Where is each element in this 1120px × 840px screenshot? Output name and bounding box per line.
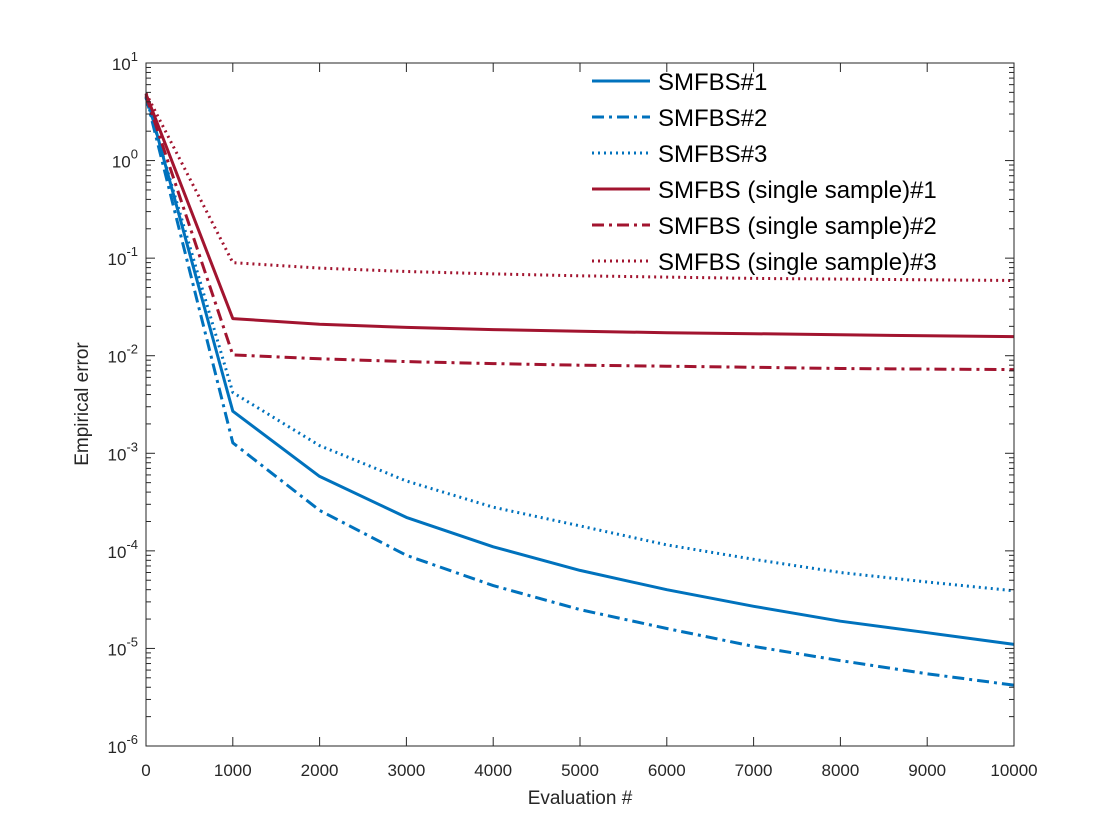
legend-label-3: SMFBS#3 [658,141,767,168]
legend: SMFBS#1 SMFBS#2 SMFBS#3 SMFBS (single sampl… [592,69,937,276]
y-tick-label: 10-6 [108,732,138,757]
y-tick-label: 10-4 [108,537,138,562]
x-tick-label: 7000 [735,761,773,780]
x-tick-label: 6000 [648,761,686,780]
x-axis-label: Evaluation # [528,788,633,809]
x-tick-label: 3000 [387,761,425,780]
y-axis-label: Empirical error [72,342,93,466]
series-layer [144,92,1015,687]
y-tick-label: 10-5 [108,634,138,659]
series-line-2 [144,96,1015,687]
series-line-1 [144,93,1015,646]
x-tick-label: 8000 [821,761,859,780]
y-tick-label: 100 [112,147,138,172]
x-tick-label: 5000 [561,761,599,780]
legend-label-2: SMFBS#2 [658,105,767,132]
y-tick-label: 101 [112,49,138,74]
x-tick-label: 9000 [908,761,946,780]
x-tick-label: 2000 [301,761,339,780]
legend-label-4: SMFBS (single sample)#1 [658,177,937,204]
x-tick-label: 4000 [474,761,512,780]
x-tick-label: 10000 [990,761,1037,780]
y-tick-label: 10-2 [108,342,138,367]
axis-layer: 0 1000 2000 3000 4000 5000 6000 7000 8000 9000 100… [108,49,1038,780]
x-tick-label: 0 [141,761,150,780]
y-tick-label: 10-3 [108,439,138,464]
y-tick-label: 10-1 [108,244,138,269]
series-line-5 [144,95,1015,372]
plot-area [146,63,1014,746]
legend-label-5: SMFBS (single sample)#2 [658,213,937,240]
legend-label-6: SMFBS (single sample)#3 [658,249,937,276]
x-tick-label: 1000 [214,761,252,780]
legend-label-1: SMFBS#1 [658,69,767,96]
series-line-4 [144,93,1015,339]
